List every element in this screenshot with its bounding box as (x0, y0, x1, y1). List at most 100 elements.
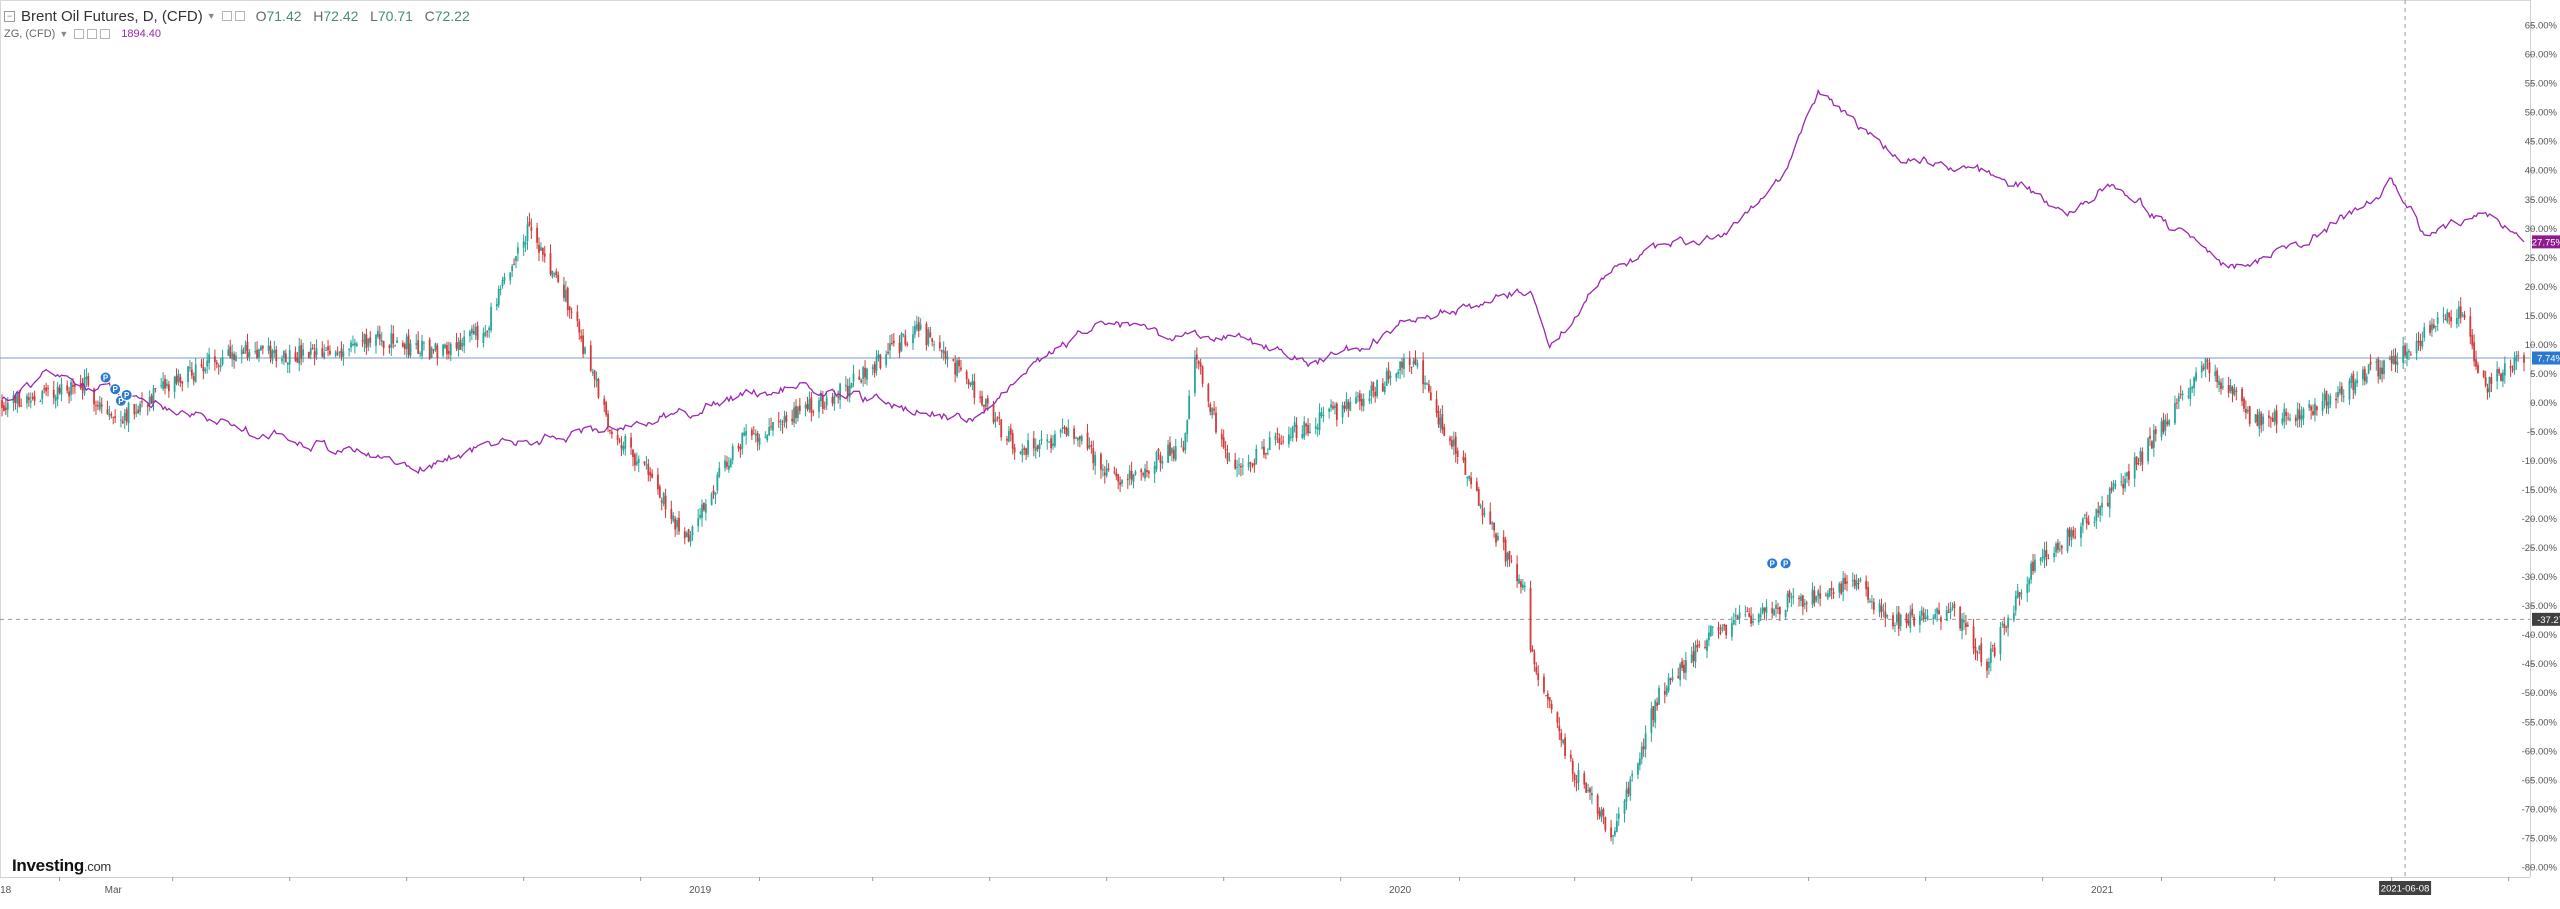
candle-body (1846, 581, 1848, 584)
candle-body (1439, 417, 1442, 428)
event-marker-dot[interactable] (1779, 557, 1792, 570)
candle-body (906, 343, 909, 345)
candle-body (434, 343, 437, 350)
event-marker-dot[interactable] (109, 383, 122, 396)
settings-square-icon[interactable] (221, 11, 232, 21)
event-marker[interactable]: P (1779, 557, 1792, 570)
candle-body (1347, 402, 1350, 409)
candle-body (2350, 375, 2353, 383)
event-marker[interactable]: P (1766, 557, 1779, 570)
candle-body (2189, 387, 2192, 399)
candle-body (2151, 441, 2153, 449)
candle-body (380, 340, 383, 343)
candle-body (1681, 661, 1683, 668)
candle-body (1358, 393, 1361, 402)
candle-body (2235, 390, 2238, 392)
candle-body (852, 373, 855, 382)
event-marker-dot[interactable] (120, 388, 133, 401)
main-series-legend[interactable]: − Brent Oil Futures, D, (CFD) ▼ O71.42 H… (4, 6, 470, 26)
candle-body (1786, 593, 1789, 608)
candle-body (745, 430, 748, 436)
main-series-title[interactable]: Brent Oil Futures, D, (CFD) (21, 7, 203, 25)
hide-square-icon[interactable] (87, 29, 98, 39)
candle-body (1174, 446, 1177, 460)
candle-body (2081, 518, 2084, 526)
candle-body (1750, 615, 1752, 624)
event-marker-dot[interactable] (99, 371, 112, 384)
candle-body (33, 395, 36, 401)
event-marker-label: P (118, 397, 124, 406)
candle-body (1067, 428, 1070, 436)
candle-body (2260, 413, 2263, 426)
candle-body (1134, 471, 1137, 475)
candle-body (2014, 595, 2017, 611)
candle-body (2442, 315, 2445, 317)
candle-body (662, 492, 665, 504)
candle-body (1146, 470, 1148, 472)
candle-body (1172, 449, 1175, 459)
candle-body (1220, 433, 1223, 440)
candle-body (1077, 437, 1079, 441)
candle-body (29, 400, 32, 403)
candle-body (2055, 543, 2057, 553)
event-marker-dot[interactable] (1766, 557, 1779, 570)
candle-body (1784, 609, 1787, 617)
candle-body (14, 395, 17, 403)
candle-body (2005, 627, 2008, 629)
candle-body (1255, 448, 1258, 464)
candle-body (2455, 318, 2458, 325)
candle-body (3, 405, 5, 411)
chevron-down-icon[interactable]: ▼ (206, 11, 216, 21)
candle-body (2417, 340, 2420, 343)
candle-body (1201, 366, 1204, 384)
chevron-down-icon[interactable]: ▼ (59, 29, 69, 39)
candle-body (1732, 619, 1735, 625)
event-marker[interactable]: P (99, 371, 112, 384)
candle-body (2471, 334, 2474, 346)
candle-body (1940, 617, 1942, 622)
candle-body (342, 351, 345, 357)
candle-body (1483, 513, 1486, 515)
candle-body (1241, 465, 1244, 467)
candle-body (499, 288, 502, 291)
candle-body (1667, 677, 1670, 691)
candle-body (271, 350, 274, 361)
event-marker[interactable]: P (120, 388, 133, 401)
candle-body (133, 404, 136, 415)
candle-body (1038, 443, 1041, 450)
candle-body (26, 395, 28, 404)
time-axis[interactable]: 2018 Mar 2019 2020 2021 2021-06-08 (0, 877, 2530, 896)
candle-body (1575, 781, 1578, 784)
hide-square-icon[interactable] (234, 11, 245, 21)
y-tick-label: -25.00% (2522, 543, 2558, 554)
price-axis[interactable]: 65.00% 60.00% 55.00% 50.00% 45.00% 40.00% 35.0… (2522, 0, 2560, 904)
candle-body (254, 351, 257, 353)
candle-body (1236, 466, 1239, 468)
candle-body (1533, 652, 1536, 665)
candle-body (449, 343, 452, 356)
candle-body (1892, 615, 1894, 627)
event-marker[interactable]: P (109, 383, 122, 396)
remove-square-icon[interactable] (100, 29, 111, 39)
candle-body (1546, 693, 1549, 700)
y-tick-label: 5.00% (2530, 369, 2557, 380)
candle-body (73, 384, 76, 387)
compare-series-title[interactable]: ZG, (CFD) (4, 28, 56, 40)
candle-body (2101, 502, 2103, 508)
candle-body (1556, 712, 1559, 723)
candle-body (1615, 821, 1618, 833)
compare-series-legend[interactable]: ZG, (CFD) ▼ 1894.40 (4, 26, 470, 42)
candle-body (877, 353, 880, 358)
candle-body (1147, 471, 1150, 474)
candle-body (2502, 372, 2504, 382)
candle-body (417, 340, 420, 354)
candle-body (1529, 587, 1532, 651)
candle-body (2160, 421, 2163, 437)
candle-body (1117, 474, 1120, 482)
candle-body (756, 433, 759, 442)
candle-body (2120, 481, 2123, 483)
collapse-legend-icon[interactable]: − (4, 10, 15, 22)
settings-square-icon[interactable] (74, 29, 85, 39)
